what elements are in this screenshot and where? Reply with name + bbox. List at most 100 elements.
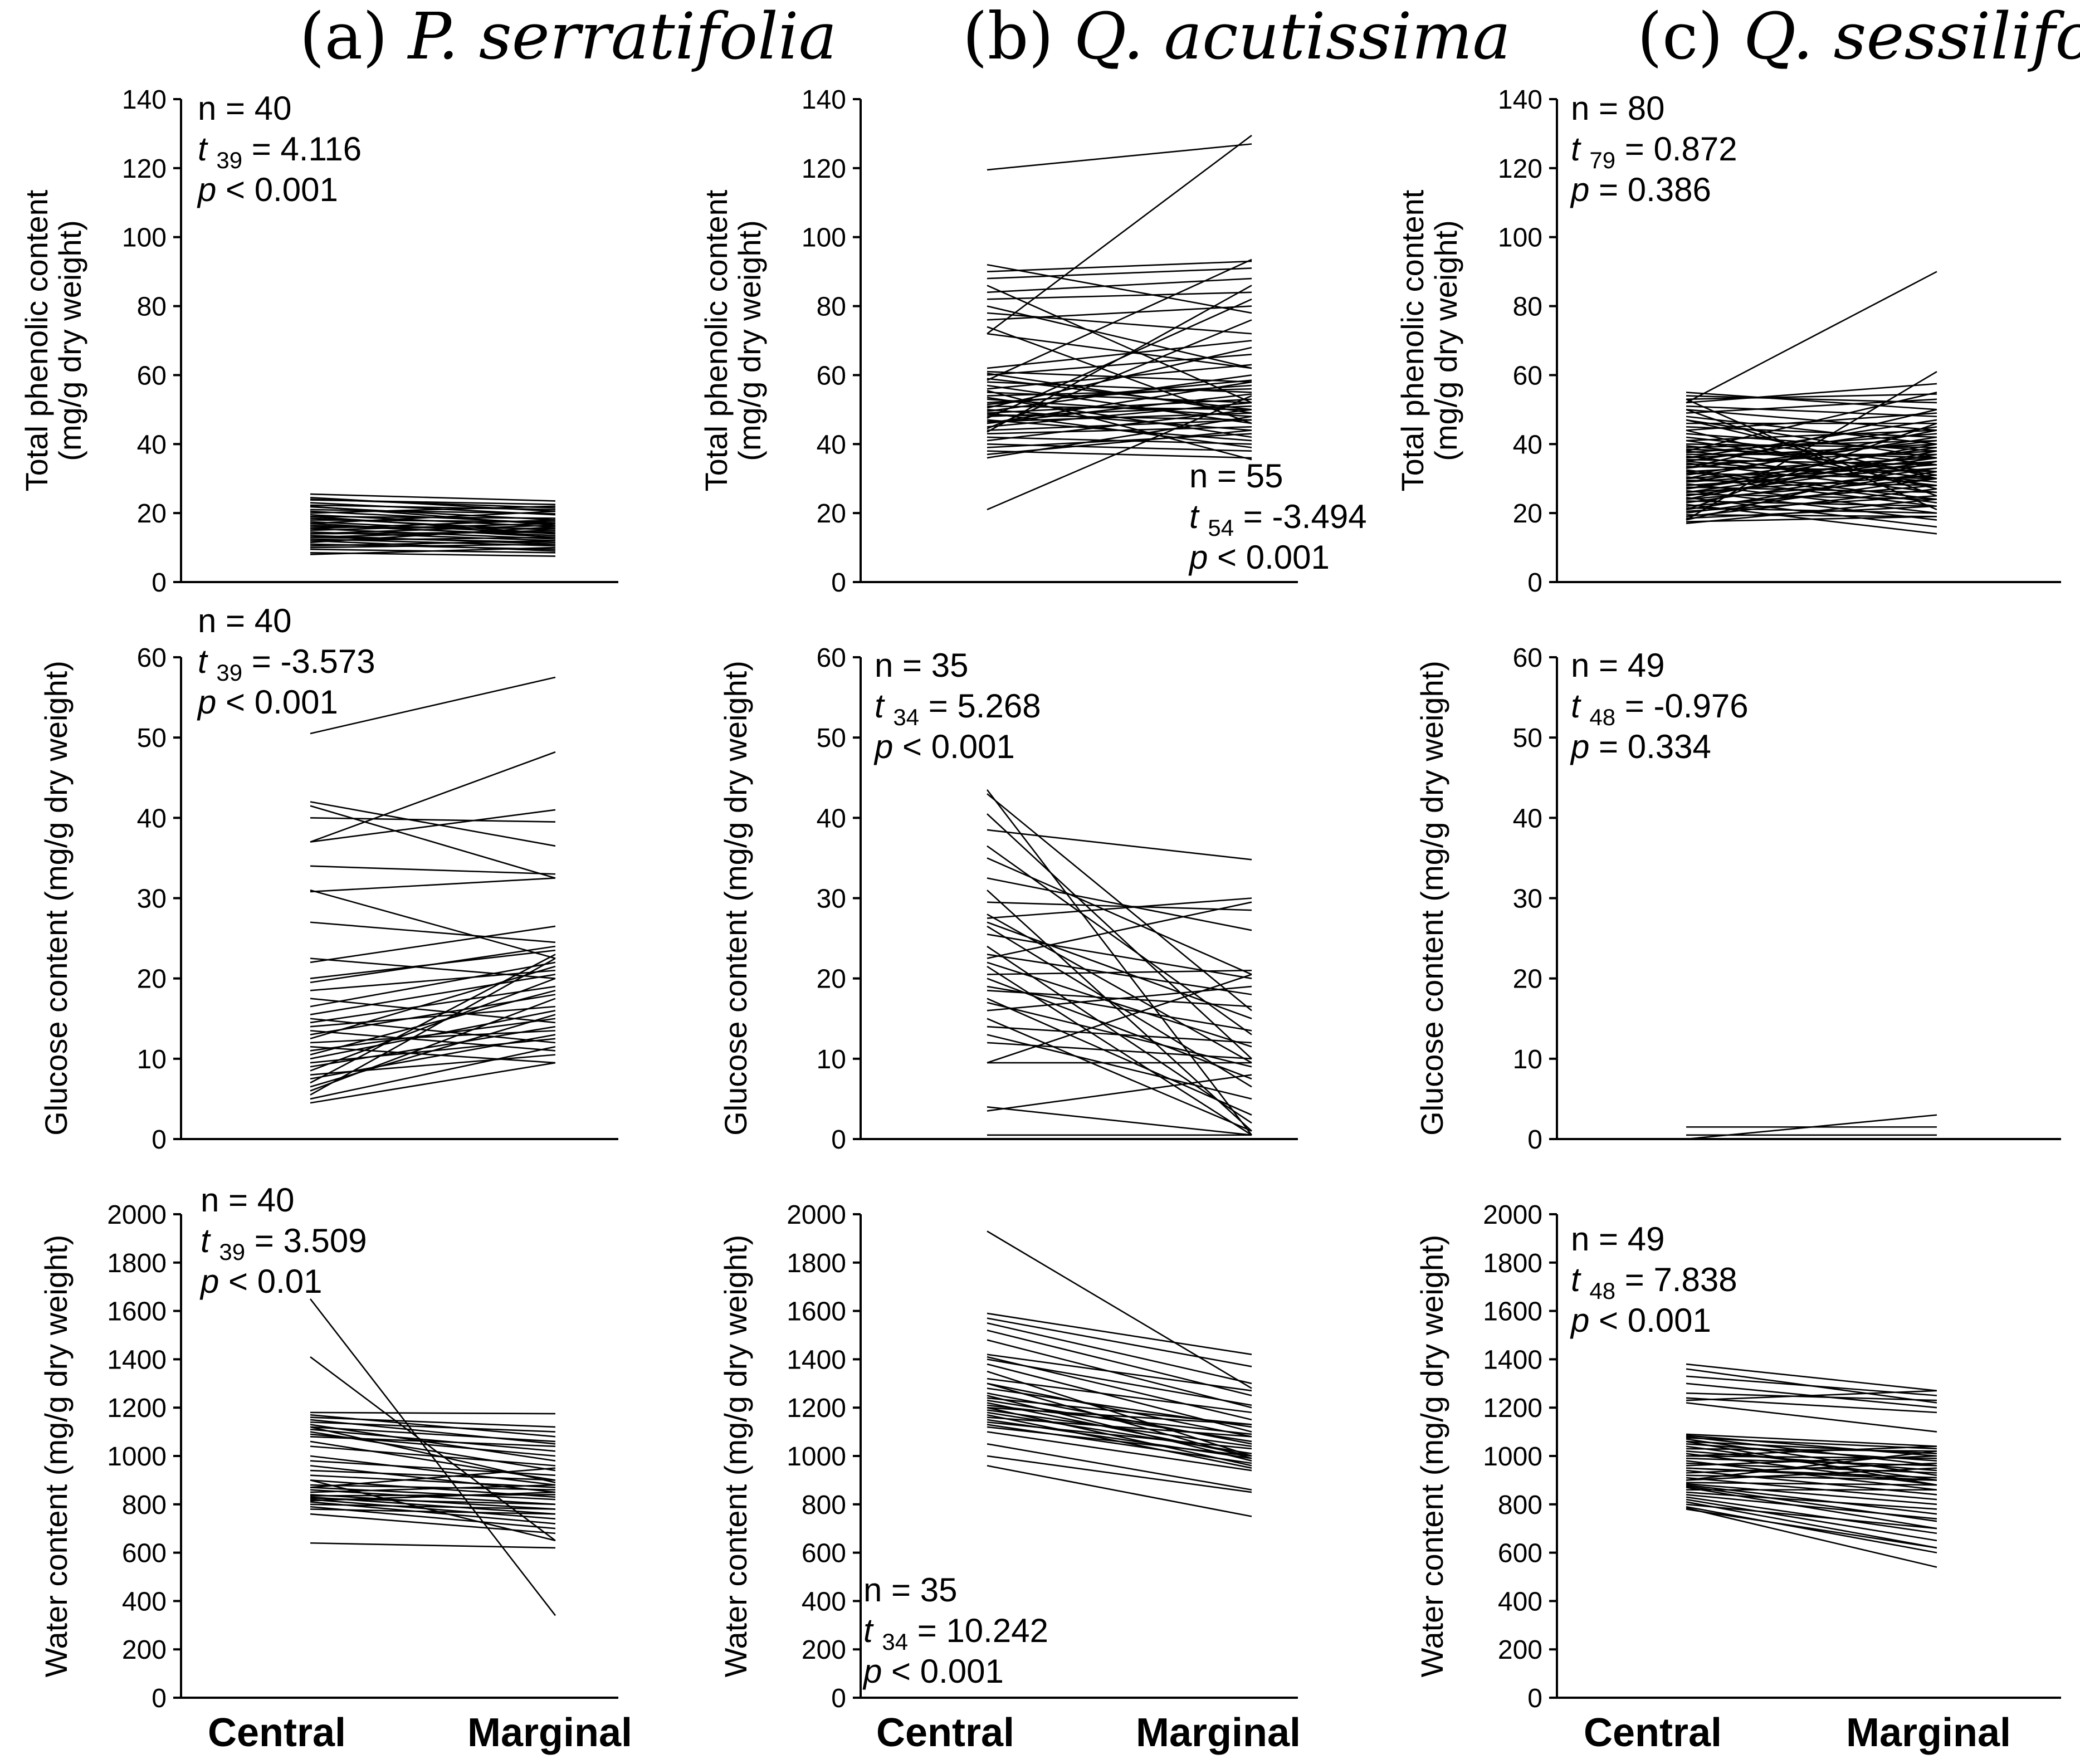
pair-line bbox=[987, 1353, 1252, 1392]
column-letter-b: (b) bbox=[963, 0, 1053, 74]
stat-t-df: 48 bbox=[1589, 1278, 1615, 1304]
pair-line bbox=[987, 857, 1252, 975]
y-tick-label: 0 bbox=[152, 1125, 167, 1155]
y-tick-label: 10 bbox=[137, 1045, 167, 1074]
y-axis-label-units: (mg/g dry weight) bbox=[732, 220, 767, 461]
stat-t: t 48 = 7.838 bbox=[1571, 1261, 1737, 1304]
pair-line bbox=[1686, 1397, 1937, 1414]
stat-p-symbol: p bbox=[1188, 539, 1208, 576]
stat-p-value: < 0.001 bbox=[882, 1653, 1004, 1690]
pair-line bbox=[310, 1428, 556, 1452]
pair-line bbox=[1686, 488, 1937, 517]
column-species-b: Q. acutissima bbox=[1074, 0, 1511, 74]
y-tick-label: 60 bbox=[137, 361, 167, 390]
pair-line bbox=[987, 1406, 1252, 1467]
pair-line bbox=[310, 524, 556, 535]
pair-line bbox=[1686, 1434, 1937, 1457]
panel-a-glucose: 0 10 20 30 40 50 60 Glucose content (mg/g dry w… bbox=[38, 602, 618, 1155]
y-axis-label: Water content (mg/g dry weight) bbox=[718, 1235, 753, 1678]
pair-line bbox=[310, 985, 556, 1024]
pair-line bbox=[310, 961, 556, 1008]
pair-line bbox=[987, 897, 1252, 919]
stat-p-symbol: p bbox=[1570, 728, 1589, 765]
pair-line bbox=[310, 877, 556, 893]
pair-line bbox=[310, 1455, 556, 1486]
pair-line bbox=[310, 1426, 556, 1484]
pair-line bbox=[310, 1465, 556, 1493]
pair-line bbox=[987, 277, 1252, 294]
y-tick-label: 30 bbox=[817, 885, 846, 914]
pair-line bbox=[987, 134, 1252, 335]
pair-line bbox=[987, 373, 1252, 414]
pair-line bbox=[310, 536, 556, 544]
pair-line bbox=[310, 809, 556, 843]
column-letter-a: (a) bbox=[300, 0, 388, 74]
y-tick-label: 20 bbox=[137, 965, 167, 994]
stat-t-symbol: t bbox=[198, 130, 216, 168]
pair-line bbox=[1686, 1506, 1937, 1553]
panel-b-water: 0 200 400 600 800 1000 1200 1400 1600 1800 2000 Wat… bbox=[718, 1200, 1298, 1713]
pair-line bbox=[987, 405, 1252, 411]
pair-line bbox=[987, 890, 1252, 1132]
category-marginal-b: Marginal bbox=[1136, 1711, 1301, 1755]
stat-t-symbol: t bbox=[875, 687, 893, 725]
pair-line bbox=[310, 516, 556, 535]
pair-line bbox=[987, 925, 1252, 1088]
pair-line bbox=[310, 505, 556, 526]
pair-line bbox=[987, 1370, 1252, 1457]
y-tick-label: 120 bbox=[1498, 154, 1542, 184]
y-tick-label: 1000 bbox=[787, 1442, 846, 1472]
panel-a-water: 0 200 400 600 800 1000 1200 1400 1600 1800 2000 Wat… bbox=[38, 1181, 618, 1713]
stat-p: p < 0.001 bbox=[197, 683, 338, 721]
pair-line bbox=[987, 416, 1252, 459]
y-axis-label: Total phenolic content bbox=[699, 189, 734, 491]
y-tick-label: 2000 bbox=[107, 1200, 167, 1230]
pair-line bbox=[310, 540, 556, 552]
pair-line bbox=[987, 1416, 1252, 1438]
pair-line bbox=[310, 1426, 556, 1443]
y-tick-label: 40 bbox=[817, 804, 846, 833]
y-tick-label: 800 bbox=[122, 1491, 167, 1520]
stat-p-value: < 0.001 bbox=[216, 171, 338, 208]
y-tick-label: 30 bbox=[1513, 885, 1542, 914]
pair-line bbox=[310, 504, 556, 511]
pair-line bbox=[1686, 426, 1937, 462]
pair-line bbox=[987, 390, 1252, 461]
pair-line bbox=[1686, 1508, 1937, 1549]
column-title-c: (c) Q. sessilifolia bbox=[1637, 0, 2080, 74]
stat-n: n = 55 bbox=[1189, 457, 1283, 495]
pair-line bbox=[987, 1074, 1252, 1112]
pair-line bbox=[310, 1491, 556, 1502]
stat-t-value: = -3.573 bbox=[242, 643, 375, 680]
pair-line bbox=[310, 1411, 556, 1415]
pair-line bbox=[1686, 1482, 1937, 1486]
pair-line bbox=[1686, 460, 1937, 521]
pair-line bbox=[310, 801, 556, 847]
stat-t-df: 34 bbox=[882, 1629, 908, 1655]
stat-t-value: = 10.242 bbox=[908, 1612, 1048, 1649]
pair-line bbox=[1686, 409, 1937, 469]
stat-p: p < 0.001 bbox=[862, 1653, 1004, 1690]
pair-line bbox=[1686, 1487, 1937, 1530]
pair-line bbox=[310, 1435, 556, 1447]
pair-line bbox=[1686, 1498, 1937, 1542]
pair-line bbox=[1686, 1503, 1937, 1530]
pair-line bbox=[1686, 448, 1937, 459]
stat-p-symbol: p bbox=[1570, 171, 1589, 208]
y-tick-label: 400 bbox=[1498, 1587, 1542, 1616]
y-tick-label: 60 bbox=[817, 643, 846, 673]
y-tick-label: 20 bbox=[137, 499, 167, 529]
panel-a-phenolic: 0 20 40 60 80 100 120 140 Total phenolic content… bbox=[19, 85, 618, 598]
y-axis-label-units: (mg/g dry weight) bbox=[1428, 220, 1463, 461]
y-tick-label: 10 bbox=[1513, 1045, 1542, 1074]
y-tick-label: 50 bbox=[137, 724, 167, 753]
pair-line bbox=[987, 1426, 1252, 1457]
pair-line bbox=[310, 945, 556, 984]
pair-line bbox=[987, 1392, 1252, 1445]
stat-t: t 48 = -0.976 bbox=[1571, 687, 1749, 730]
column-letter-c: (c) bbox=[1637, 0, 1723, 74]
pair-line bbox=[1686, 1491, 1937, 1510]
y-tick-label: 120 bbox=[122, 154, 167, 184]
pair-line bbox=[310, 1484, 556, 1491]
